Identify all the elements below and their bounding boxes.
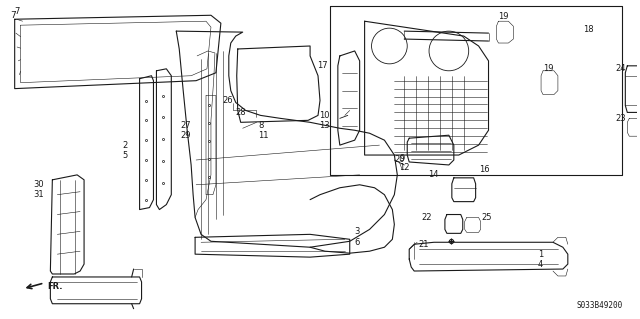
Text: 28: 28 [235, 108, 246, 117]
Text: 3: 3 [355, 227, 360, 236]
Text: 12: 12 [399, 163, 410, 173]
Text: 19: 19 [543, 64, 554, 73]
Text: 18: 18 [582, 25, 593, 33]
Text: 22: 22 [422, 213, 432, 222]
Text: FR.: FR. [47, 282, 63, 291]
Text: 26: 26 [222, 96, 233, 105]
Text: 9: 9 [399, 153, 404, 162]
Text: 23: 23 [616, 114, 626, 123]
Text: 14: 14 [428, 170, 439, 179]
Text: 4: 4 [538, 260, 543, 269]
Text: 1: 1 [538, 250, 543, 259]
Text: 7: 7 [11, 11, 17, 20]
Text: 20: 20 [394, 155, 405, 165]
Text: 30: 30 [34, 180, 44, 189]
Text: 17: 17 [317, 61, 328, 70]
Text: 7: 7 [15, 7, 20, 16]
Text: 13: 13 [319, 121, 330, 130]
Text: 8: 8 [259, 121, 264, 130]
Text: 11: 11 [259, 131, 269, 140]
Text: S033B49200: S033B49200 [576, 301, 622, 310]
Text: 19: 19 [499, 12, 509, 21]
Text: 25: 25 [481, 213, 492, 222]
Text: 6: 6 [355, 238, 360, 247]
Text: 31: 31 [34, 190, 44, 199]
Text: 27: 27 [180, 121, 191, 130]
Text: 2: 2 [122, 141, 128, 150]
Text: 16: 16 [479, 166, 489, 174]
Text: 5: 5 [122, 151, 128, 160]
Text: 29: 29 [180, 131, 191, 140]
Text: 24: 24 [616, 64, 626, 73]
Text: 10: 10 [319, 111, 330, 120]
Text: 21: 21 [419, 240, 429, 249]
